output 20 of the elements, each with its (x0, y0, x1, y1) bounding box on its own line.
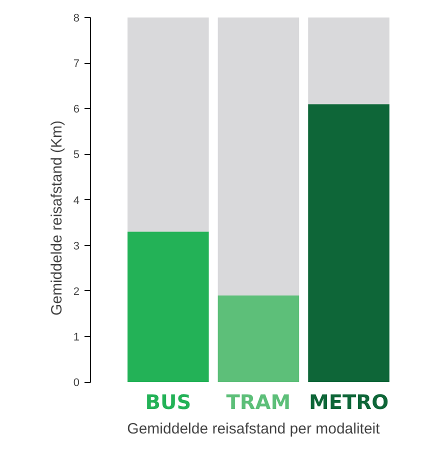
y-tick-label: 2 (73, 286, 80, 298)
x-tick-label: BUS (145, 390, 192, 414)
x-tick-label: METRO (308, 390, 389, 414)
x-axis-title: Gemiddelde reisafstand per modaliteit (127, 420, 381, 438)
y-tick-label: 1 (73, 331, 80, 344)
bar (308, 104, 390, 382)
y-tick-label: 4 (73, 194, 80, 207)
y-tick-label: 8 (73, 12, 80, 24)
y-tick-label: 5 (73, 149, 80, 162)
bar (128, 232, 209, 382)
y-tick-label: 0 (73, 377, 80, 390)
y-axis-title: Gemiddelde reisafstand (Km) (48, 120, 66, 316)
bar (308, 18, 390, 104)
bar (218, 295, 300, 382)
bar (218, 18, 300, 296)
bar (128, 18, 209, 232)
x-tick-label: TRAM (226, 390, 291, 414)
y-tick-label: 3 (73, 240, 80, 252)
y-tick-label: 6 (73, 104, 80, 116)
y-tick-label: 7 (73, 58, 80, 70)
